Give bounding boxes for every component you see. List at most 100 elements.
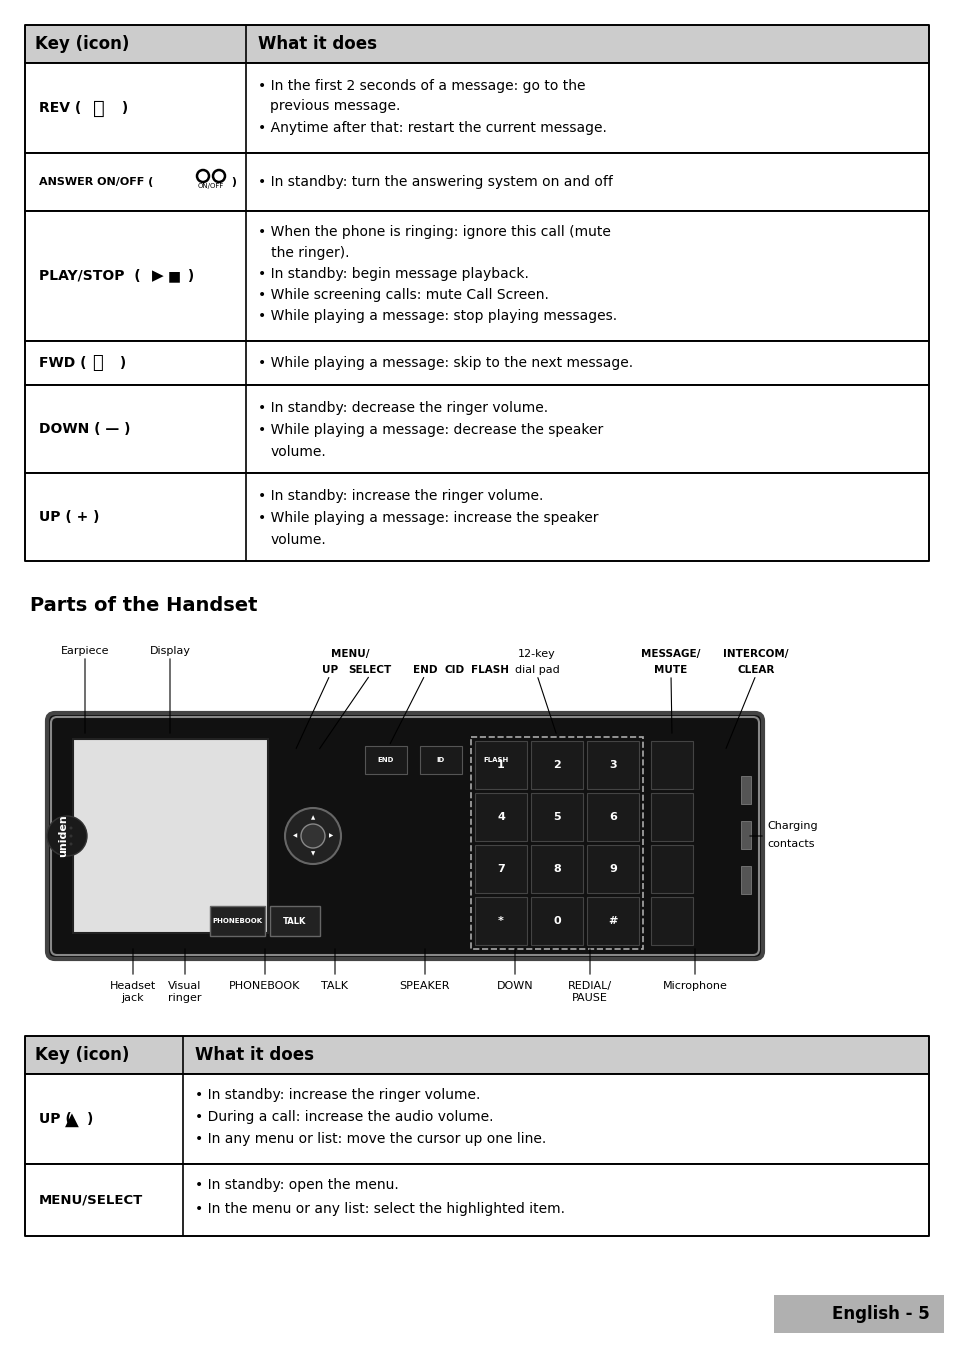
Text: Parts of the Handset: Parts of the Handset (30, 596, 257, 615)
Text: ): ) (117, 101, 128, 116)
Text: volume.: volume. (271, 445, 326, 459)
Bar (586, 794, 639, 841)
Text: #: # (608, 916, 617, 925)
Text: ◀: ◀ (293, 834, 296, 838)
Bar (531, 897, 582, 946)
Bar (210, 907, 265, 936)
Circle shape (70, 826, 72, 830)
Bar (475, 794, 526, 841)
Bar (25, 385, 928, 473)
Text: ■: ■ (168, 269, 181, 282)
Bar (650, 741, 692, 790)
Text: END: END (377, 757, 394, 763)
Text: ▼: ▼ (311, 851, 314, 857)
Bar (586, 897, 639, 946)
Circle shape (70, 842, 72, 846)
Text: 2: 2 (553, 760, 560, 769)
Text: 7: 7 (497, 863, 504, 874)
Text: 4: 4 (497, 812, 504, 822)
Text: UP ( + ): UP ( + ) (39, 510, 99, 525)
Circle shape (285, 808, 340, 863)
Bar (475, 845, 526, 893)
Text: SELECT: SELECT (348, 664, 392, 675)
Text: ): ) (87, 1112, 93, 1126)
Circle shape (47, 816, 87, 855)
Text: Visual
ringer: Visual ringer (168, 981, 201, 1002)
Text: ▲: ▲ (65, 1111, 79, 1128)
Text: • In any menu or list: move the cursor up one line.: • In any menu or list: move the cursor u… (195, 1132, 546, 1146)
Text: REV (: REV ( (39, 101, 86, 116)
Text: • In standby: increase the ringer volume.: • In standby: increase the ringer volume… (258, 490, 543, 503)
Bar (531, 741, 582, 790)
Text: SPEAKER: SPEAKER (399, 981, 450, 991)
Text: Charging: Charging (766, 820, 817, 831)
Circle shape (301, 824, 325, 847)
Text: END: END (413, 664, 436, 675)
FancyBboxPatch shape (47, 713, 762, 959)
Bar (586, 741, 639, 790)
Text: Earpiece: Earpiece (61, 646, 110, 656)
Bar (650, 845, 692, 893)
Circle shape (61, 842, 65, 846)
Circle shape (61, 826, 65, 830)
Bar (531, 794, 582, 841)
Bar (740, 866, 750, 894)
Text: MENU/SELECT: MENU/SELECT (39, 1193, 143, 1206)
Bar (586, 845, 639, 893)
Text: MESSAGE/: MESSAGE/ (640, 650, 700, 659)
Text: • Anytime after that: restart the current message.: • Anytime after that: restart the curren… (258, 121, 607, 134)
Text: 9: 9 (608, 863, 617, 874)
Text: ): ) (183, 269, 194, 282)
Text: 6: 6 (608, 812, 617, 822)
Text: volume.: volume. (271, 533, 326, 547)
Text: • In the menu or any list: select the highlighted item.: • In the menu or any list: select the hi… (195, 1202, 564, 1216)
Text: ▶: ▶ (329, 834, 333, 838)
Text: ANSWER ON/OFF (: ANSWER ON/OFF ( (39, 178, 153, 187)
Bar (740, 776, 750, 804)
Text: TALK: TALK (283, 916, 306, 925)
Bar (25, 153, 928, 211)
Text: What it does: What it does (258, 35, 377, 52)
Text: ON/OFF: ON/OFF (197, 183, 224, 190)
Text: FWD (: FWD ( (39, 356, 91, 370)
Text: 8: 8 (553, 863, 560, 874)
Bar (475, 741, 526, 790)
Text: MUTE: MUTE (654, 664, 687, 675)
Text: PHONEBOOK: PHONEBOOK (229, 981, 300, 991)
Text: DOWN: DOWN (497, 981, 533, 991)
Text: • In the first 2 seconds of a message: go to the: • In the first 2 seconds of a message: g… (258, 79, 585, 93)
Text: 12-key: 12-key (517, 650, 556, 659)
Text: CID: CID (444, 664, 464, 675)
Bar (25, 211, 928, 342)
Bar (773, 1295, 943, 1333)
Text: Key (icon): Key (icon) (35, 1046, 130, 1064)
Bar (25, 1075, 928, 1163)
Text: • While playing a message: decrease the speaker: • While playing a message: decrease the … (258, 422, 603, 437)
Text: previous message.: previous message. (271, 100, 400, 113)
Bar (471, 737, 642, 950)
Bar (25, 342, 928, 385)
Text: Headset
jack: Headset jack (110, 981, 156, 1002)
Text: English - 5: English - 5 (831, 1305, 929, 1323)
Text: contacts: contacts (766, 839, 814, 849)
Text: ▲: ▲ (311, 815, 314, 820)
Text: DOWN ( — ): DOWN ( — ) (39, 422, 131, 436)
Bar (531, 845, 582, 893)
Text: Key (icon): Key (icon) (35, 35, 130, 52)
Text: MENU/: MENU/ (331, 650, 369, 659)
Text: 5: 5 (553, 812, 560, 822)
Bar (25, 1163, 928, 1236)
Text: *: * (497, 916, 503, 925)
Text: CLEAR: CLEAR (737, 664, 774, 675)
Text: What it does: What it does (195, 1046, 314, 1064)
Text: • While playing a message: stop playing messages.: • While playing a message: stop playing … (258, 309, 617, 323)
Text: ⏭: ⏭ (91, 354, 103, 373)
Text: • In standby: open the menu.: • In standby: open the menu. (195, 1178, 398, 1192)
Text: Microphone: Microphone (662, 981, 727, 991)
Text: • During a call: increase the audio volume.: • During a call: increase the audio volu… (195, 1110, 494, 1124)
Bar (475, 746, 517, 773)
Bar (25, 63, 928, 153)
Bar (73, 738, 268, 933)
Bar (650, 794, 692, 841)
Circle shape (70, 834, 72, 838)
